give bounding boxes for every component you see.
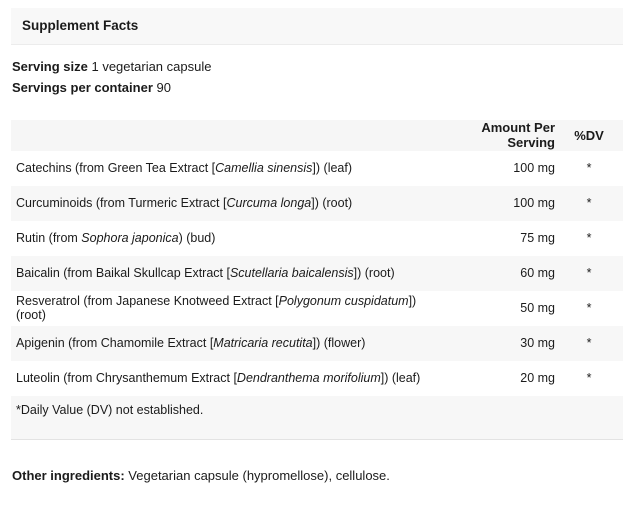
table-row: Curcuminoids (from Turmeric Extract [Cur… — [11, 185, 623, 221]
latin-name: Matricaria recutita — [213, 336, 313, 351]
table-header-row: Amount Per Serving %DV — [11, 119, 623, 151]
serving-info: Serving size 1 vegetarian capsule Servin… — [12, 57, 622, 99]
ingredient-name: Curcuminoids (from Turmeric Extract [Cur… — [11, 196, 445, 210]
servings-per-container-line: Servings per container 90 — [12, 78, 622, 99]
ingredient-text: Rutin (from — [16, 231, 82, 246]
dv-cell: * — [586, 336, 592, 351]
ingredient-text: Catechins (from Green Tea Extract [ — [16, 161, 216, 176]
ingredient-name: Resveratrol (from Japanese Knotweed Extr… — [11, 294, 445, 322]
ingredient-name: Apigenin (from Chamomile Extract [Matric… — [11, 336, 445, 350]
ingredient-text: ]) (root) — [353, 266, 395, 281]
amount-cell: 75 mg — [520, 231, 555, 246]
ingredient-text: Apigenin (from Chamomile Extract [ — [16, 336, 214, 351]
servings-per-container-value: 90 — [152, 79, 171, 95]
amount-cell: 50 mg — [520, 301, 555, 316]
latin-name: Camellia sinensis — [215, 161, 313, 176]
ingredient-text: ]) (root) — [311, 196, 353, 211]
amount-cell: 100 mg — [513, 161, 555, 176]
ingredient-name: Catechins (from Green Tea Extract [Camel… — [11, 161, 445, 175]
table-row: Catechins (from Green Tea Extract [Camel… — [11, 150, 623, 186]
table-row: Resveratrol (from Japanese Knotweed Extr… — [11, 290, 623, 326]
serving-size-value: 1 vegetarian capsule — [87, 59, 212, 74]
dv-cell: * — [586, 301, 592, 316]
latin-name: Polygonum cuspidatum — [278, 294, 409, 309]
latin-name: Scutellaria baicalensis — [229, 266, 354, 281]
amount-header-cell: Amount Per Serving — [481, 120, 555, 151]
table-row: Apigenin (from Chamomile Extract [Matric… — [11, 325, 623, 361]
ingredient-text: ]) (leaf) — [312, 161, 353, 176]
dv-cell: * — [586, 231, 592, 246]
serving-size-line: Serving size 1 vegetarian capsule — [12, 57, 622, 78]
serving-size-label: Serving size — [12, 59, 88, 74]
servings-per-container-label: Servings per container — [12, 79, 153, 95]
table-row: Rutin (from Sophora japonica) (bud) 75 m… — [11, 220, 623, 256]
amount-cell: 100 mg — [513, 196, 555, 211]
ingredient-text: ]) (root) — [16, 294, 417, 323]
ingredient-name: Rutin (from Sophora japonica) (bud) — [11, 231, 445, 245]
panel-title: Supplement Facts — [11, 8, 623, 45]
dv-cell: * — [586, 196, 592, 211]
amount-cell: 20 mg — [520, 371, 555, 386]
dv-cell: * — [586, 371, 592, 386]
ingredient-name: Baicalin (from Baikal Skullcap Extract [… — [11, 266, 445, 280]
table-row: Luteolin (from Chrysanthemum Extract [De… — [11, 360, 623, 396]
latin-name: Sophora japonica — [81, 231, 179, 246]
daily-value-footnote: *Daily Value (DV) not established. — [11, 395, 623, 439]
ingredient-text: ]) (leaf) — [380, 371, 421, 386]
dv-header-cell: %DV — [574, 127, 604, 143]
ingredient-text: Resveratrol (from Japanese Knotweed Extr… — [16, 294, 279, 309]
ingredient-text: Luteolin (from Chrysanthemum Extract [ — [16, 371, 237, 386]
latin-name: Curcuma longa — [226, 196, 312, 211]
ingredient-text: Curcuminoids (from Turmeric Extract [ — [16, 196, 227, 211]
table-row: Baicalin (from Baikal Skullcap Extract [… — [11, 255, 623, 291]
amount-cell: 60 mg — [520, 266, 555, 281]
ingredient-text: ]) (flower) — [312, 336, 366, 351]
dv-cell: * — [586, 266, 592, 281]
supplement-facts-panel: Supplement Facts Serving size 1 vegetari… — [11, 8, 623, 483]
other-ingredients-line: Other ingredients: Vegetarian capsule (h… — [12, 468, 622, 483]
dv-cell: * — [586, 161, 592, 176]
latin-name: Dendranthema morifolium — [236, 371, 381, 386]
other-ingredients-text: Vegetarian capsule (hypromellose), cellu… — [124, 467, 390, 483]
other-ingredients-label: Other ingredients: — [12, 467, 125, 483]
ingredient-text: Baicalin (from Baikal Skullcap Extract [ — [16, 266, 230, 281]
ingredient-name: Luteolin (from Chrysanthemum Extract [De… — [11, 371, 445, 385]
amount-cell: 30 mg — [520, 336, 555, 351]
ingredient-text: ) (bud) — [178, 231, 216, 246]
facts-table: Amount Per Serving %DV Catechins (from G… — [11, 119, 623, 440]
